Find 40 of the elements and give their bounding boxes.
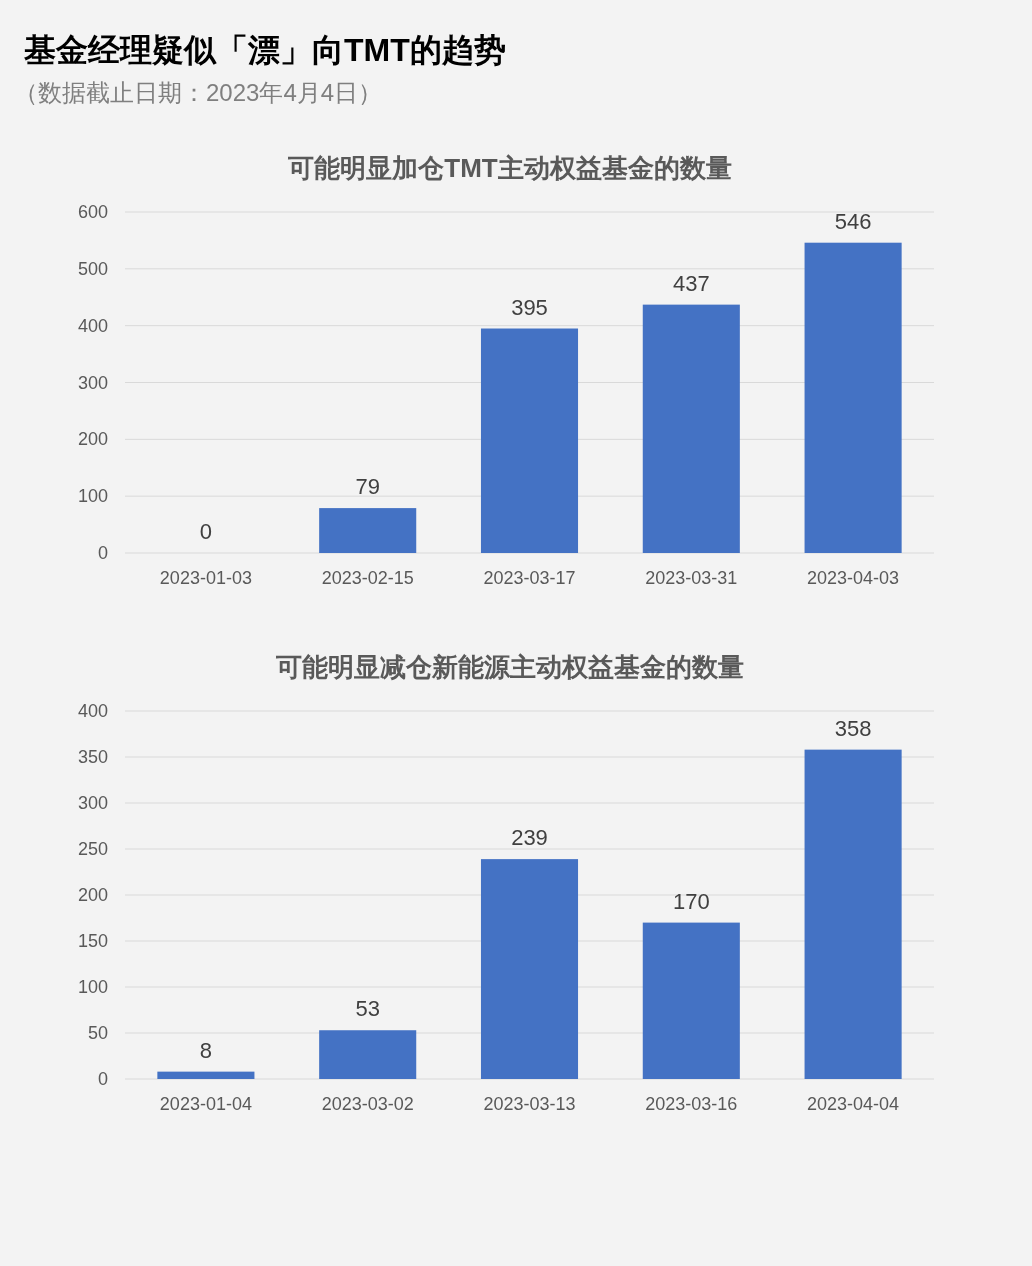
chart-title: 可能明显减仓新能源主动权益基金的数量	[275, 652, 744, 682]
x-tick-label: 2023-04-04	[807, 1094, 900, 1114]
x-tick-label: 2023-03-17	[483, 568, 576, 588]
data-label: 546	[834, 208, 872, 234]
x-tick-label: 2023-02-15	[321, 568, 414, 588]
y-tick-label: 0	[97, 1069, 108, 1089]
x-tick-label: 2023-03-16	[645, 1094, 738, 1114]
y-tick-label: 350	[77, 747, 108, 767]
data-label: 170	[672, 888, 710, 914]
y-tick-label: 400	[77, 315, 108, 336]
y-tick-label: 300	[77, 372, 108, 393]
data-label: 358	[834, 715, 872, 741]
x-tick-label: 2023-03-13	[483, 1094, 576, 1114]
y-tick-label: 250	[77, 839, 108, 859]
data-label: 395	[511, 294, 548, 320]
y-tick-label: 400	[77, 701, 108, 721]
chart-title: 可能明显加仓TMT主动权益基金的数量	[287, 153, 732, 183]
data-label: 239	[511, 825, 548, 851]
text: 基金经理疑似「漂」向TMT的趋势	[23, 32, 506, 68]
x-tick-label: 2023-01-03	[159, 568, 252, 588]
y-tick-label: 600	[77, 202, 108, 222]
y-tick-label: 100	[77, 977, 108, 997]
x-tick-label: 2023-01-04	[159, 1094, 252, 1114]
y-tick-label: 150	[77, 931, 108, 951]
data-label: 8	[199, 1037, 213, 1063]
x-tick-label: 2023-03-02	[321, 1094, 414, 1114]
y-tick-label: 0	[97, 543, 108, 563]
data-label: 53	[355, 996, 380, 1022]
y-tick-label: 200	[77, 429, 108, 450]
y-tick-label: 500	[77, 258, 108, 279]
y-tick-label: 200	[77, 885, 108, 905]
y-tick-label: 50	[87, 1023, 108, 1043]
data-label: 79	[355, 474, 380, 500]
x-tick-label: 2023-03-31	[645, 568, 738, 588]
y-tick-label: 300	[77, 793, 108, 813]
x-tick-label: 2023-04-03	[807, 568, 900, 588]
data-label: 0	[199, 519, 213, 544]
y-tick-label: 100	[77, 486, 108, 507]
text: （数据截止日期：2023年4月4日）	[14, 79, 383, 106]
data-label: 437	[672, 270, 710, 296]
